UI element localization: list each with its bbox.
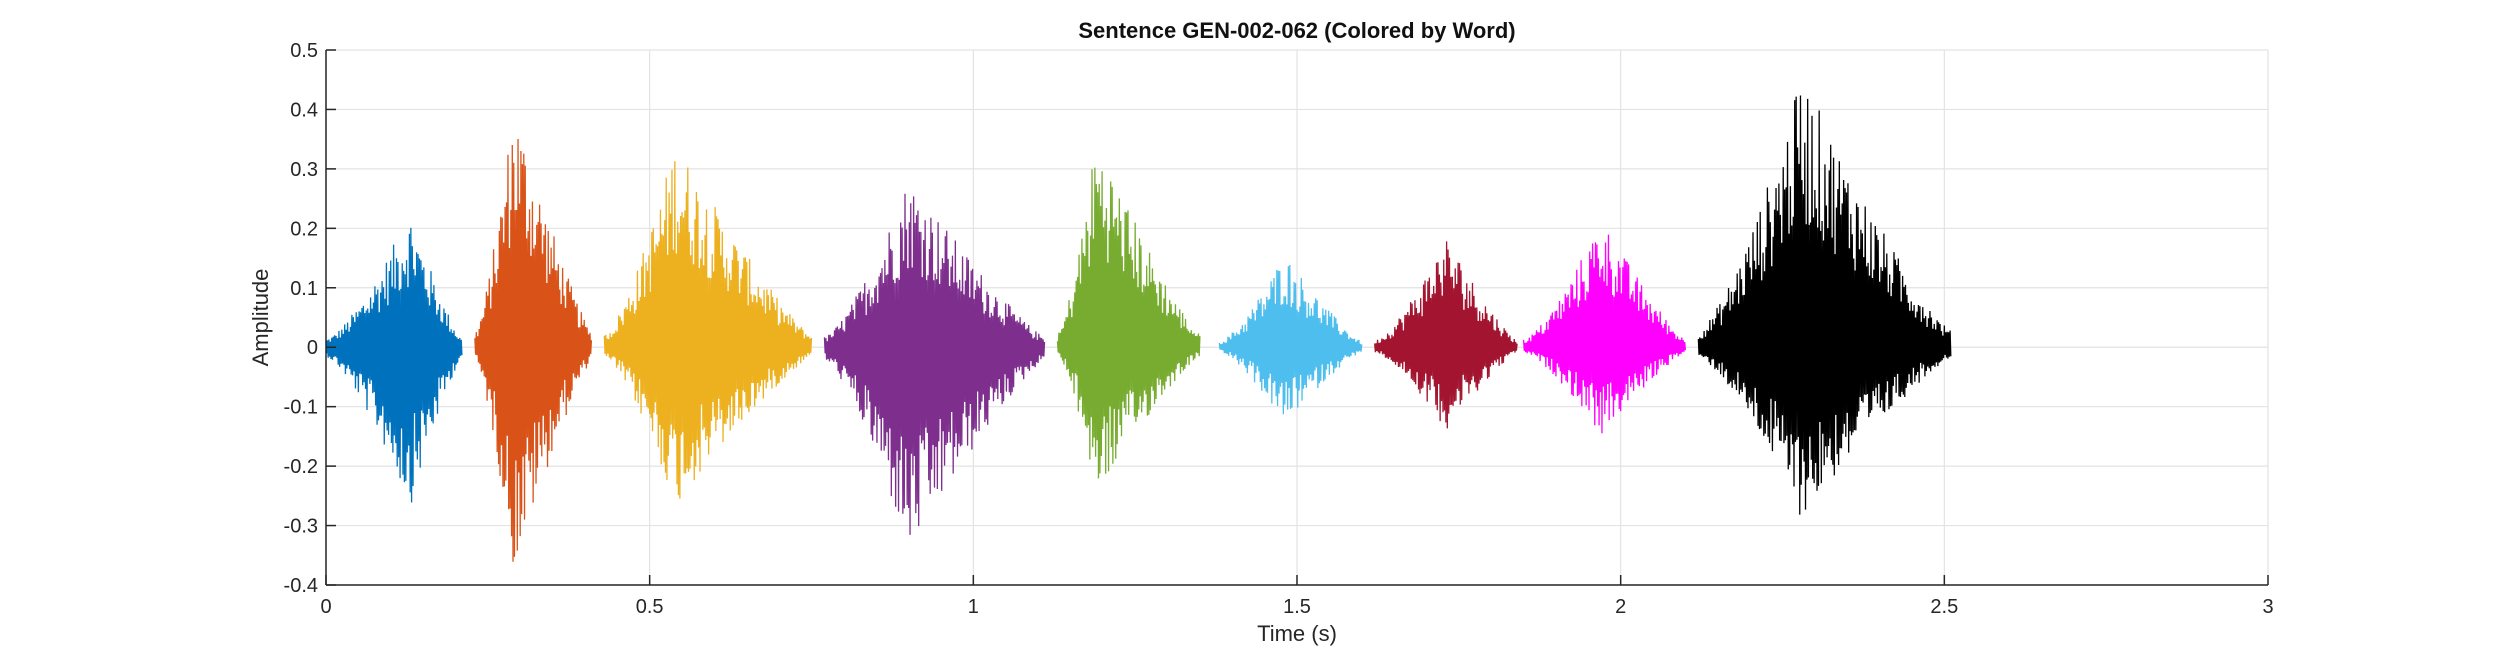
x-tick-label: 0: [320, 596, 331, 618]
word-waveform-7: [1374, 241, 1518, 429]
y-tick-label: 0.4: [290, 99, 318, 121]
word-waveform-1: [325, 227, 463, 503]
y-tick-label: -0.2: [284, 456, 318, 478]
y-tick-label: -0.4: [284, 575, 318, 597]
y-tick-label: -0.1: [284, 397, 318, 419]
waveform-series: [325, 95, 1952, 562]
y-tick-label: 0.5: [290, 40, 318, 62]
y-axis-ticks: -0.4 -0.3 -0.2 -0.1 0 0.1 0.2 0.3 0.4 0.5: [284, 40, 336, 597]
word-waveform-2: [474, 139, 593, 562]
x-tick-label: 0.5: [636, 596, 664, 618]
x-axis-label: Time (s): [1257, 621, 1337, 646]
word-waveform-9: [1697, 95, 1952, 515]
chart-title: Sentence GEN-002-062 (Colored by Word): [1078, 18, 1515, 43]
y-axis-label: Amplitude: [248, 269, 273, 367]
word-waveform-3: [603, 161, 813, 499]
y-tick-label: 0.2: [290, 218, 318, 240]
word-waveform-8: [1522, 234, 1687, 434]
x-axis-ticks: 0 0.5 1 1.5 2 2.5 3: [320, 575, 2274, 618]
word-waveform-4: [823, 193, 1046, 535]
x-tick-label: 2.5: [1930, 596, 1958, 618]
y-tick-label: 0: [307, 337, 318, 359]
y-tick-label: -0.3: [284, 516, 318, 538]
word-waveform-6: [1218, 264, 1363, 415]
y-tick-label: 0.1: [290, 278, 318, 300]
y-tick-label: 0.3: [290, 159, 318, 181]
x-tick-label: 3: [2262, 596, 2273, 618]
x-tick-label: 1: [968, 596, 979, 618]
x-tick-label: 1.5: [1283, 596, 1311, 618]
word-waveform-5: [1056, 167, 1201, 479]
x-tick-label: 2: [1615, 596, 1626, 618]
